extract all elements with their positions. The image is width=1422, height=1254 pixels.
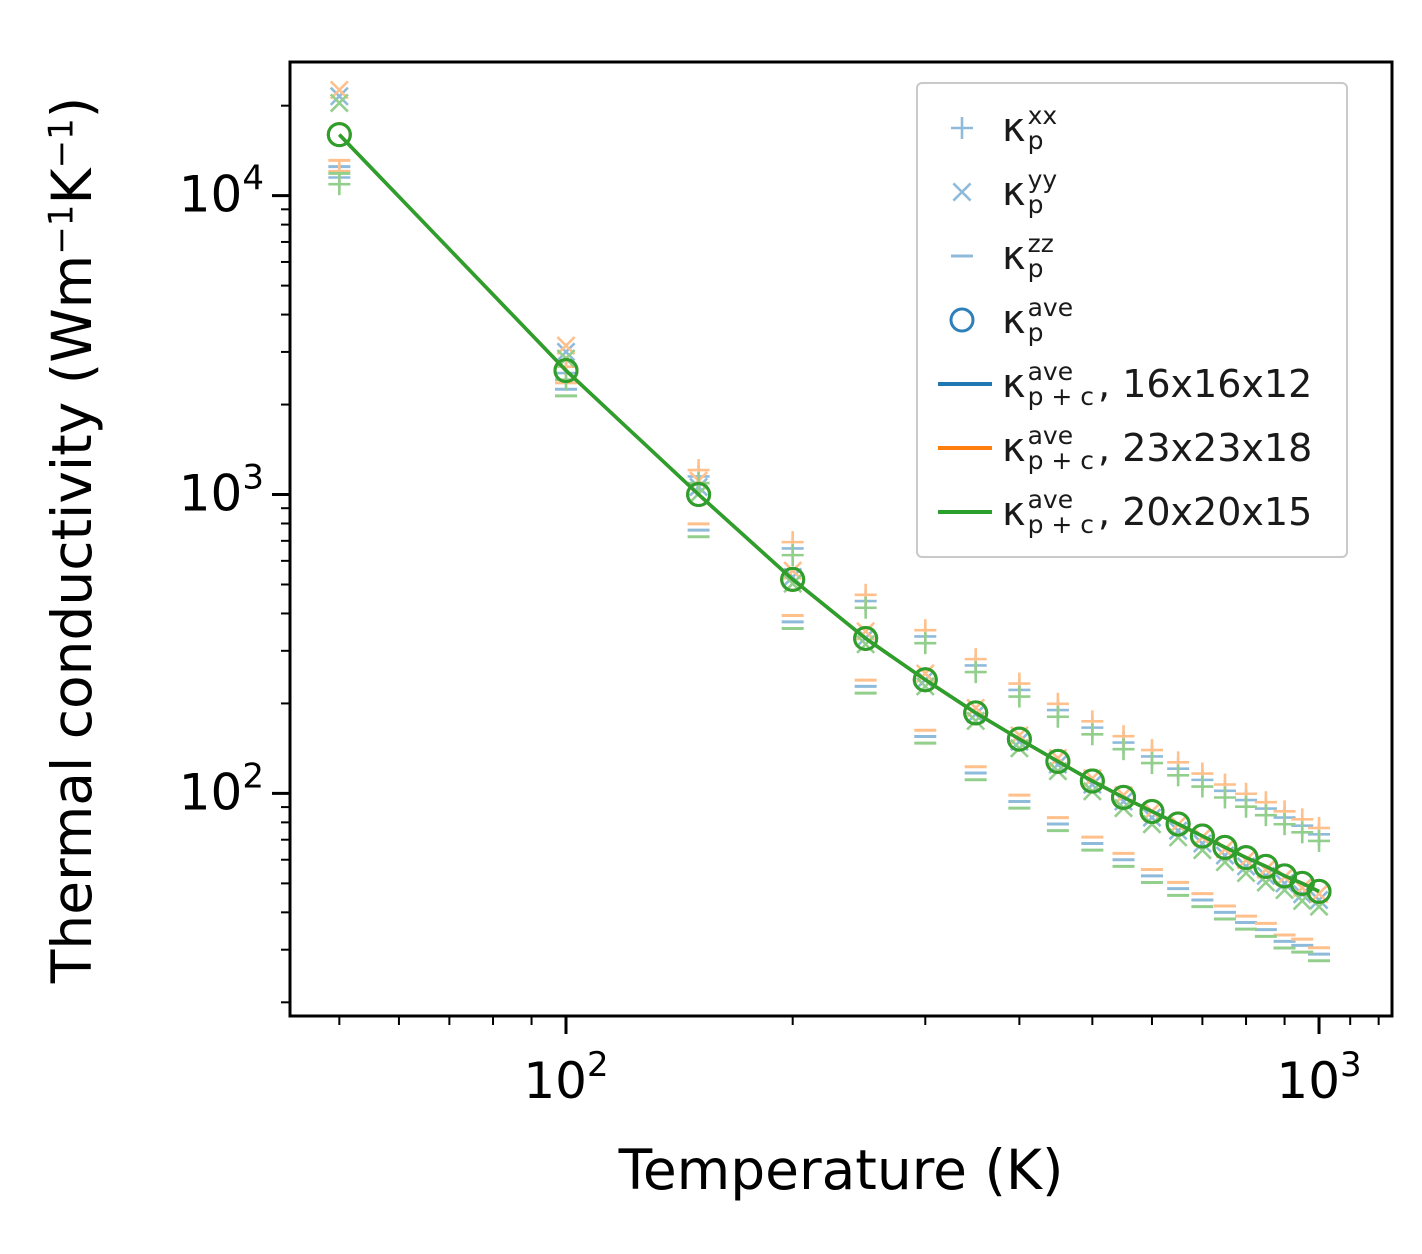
legend-marker-hline-icon: [951, 254, 973, 258]
y-axis-label-segment: −1: [41, 118, 82, 169]
legend-label: κ zz p: [1002, 228, 1054, 283]
legend-marker-x-icon: [952, 182, 972, 202]
legend-item-5: κ ave p + c, 23x23x18: [932, 416, 1332, 480]
y-tick-label: 104: [179, 159, 264, 224]
x-axis-label: Temperature (K): [618, 1138, 1064, 1202]
legend-marker-line-icon: [938, 510, 992, 514]
plot-frame: [288, 60, 1394, 1018]
legend: κ xx p κ yy p κ zz p κ ave p κ ave p + c, 16x16x12 κ ave…: [916, 82, 1348, 558]
legend-marker-line-icon: [938, 446, 992, 450]
y-tick-label: 103: [179, 458, 264, 523]
legend-label: κ yy p: [1002, 164, 1058, 219]
line-kappa_p+c_ave_20x20x15: [338, 133, 1320, 893]
legend-label: κ ave p + c, 20x20x15: [1002, 484, 1313, 539]
y-axis-label-segment: K: [40, 168, 104, 205]
y-axis-label-segment: Thermal conductivity (Wm: [40, 254, 104, 984]
legend-label: κ ave p + c, 23x23x18: [1002, 420, 1313, 475]
tick-labels: 102 103 102 103 104: [179, 159, 1362, 1110]
ave-circles: [326, 122, 1332, 904]
x-tick-label: 102: [523, 1045, 608, 1110]
legend-label: κ ave p + c, 16x16x12: [1002, 356, 1313, 411]
legend-marker-line-icon: [938, 382, 992, 386]
legend-item-0: κ xx p: [932, 96, 1332, 160]
legend-item-1: κ yy p: [932, 160, 1332, 224]
legend-item-6: κ ave p + c, 20x20x15: [932, 480, 1332, 544]
line-series: [338, 133, 1320, 893]
y-axis-label-segment: −1: [41, 204, 82, 255]
legend-item-2: κ zz p: [932, 224, 1332, 288]
y-axis-label: Thermal conductivity (Wm−1K−1): [40, 97, 104, 983]
legend-marker-plus-icon: [951, 117, 973, 139]
legend-label: κ xx p: [1002, 100, 1058, 155]
legend-item-4: κ ave p + c, 16x16x12: [932, 352, 1332, 416]
legend-marker-circle-icon: [949, 307, 975, 333]
legend-item-3: κ ave p: [932, 288, 1332, 352]
y-tick-label: 102: [179, 756, 264, 821]
x-tick-label: 103: [1276, 1045, 1361, 1110]
legend-label: κ ave p: [1002, 292, 1074, 347]
y-axis-label-segment: ): [40, 96, 104, 119]
